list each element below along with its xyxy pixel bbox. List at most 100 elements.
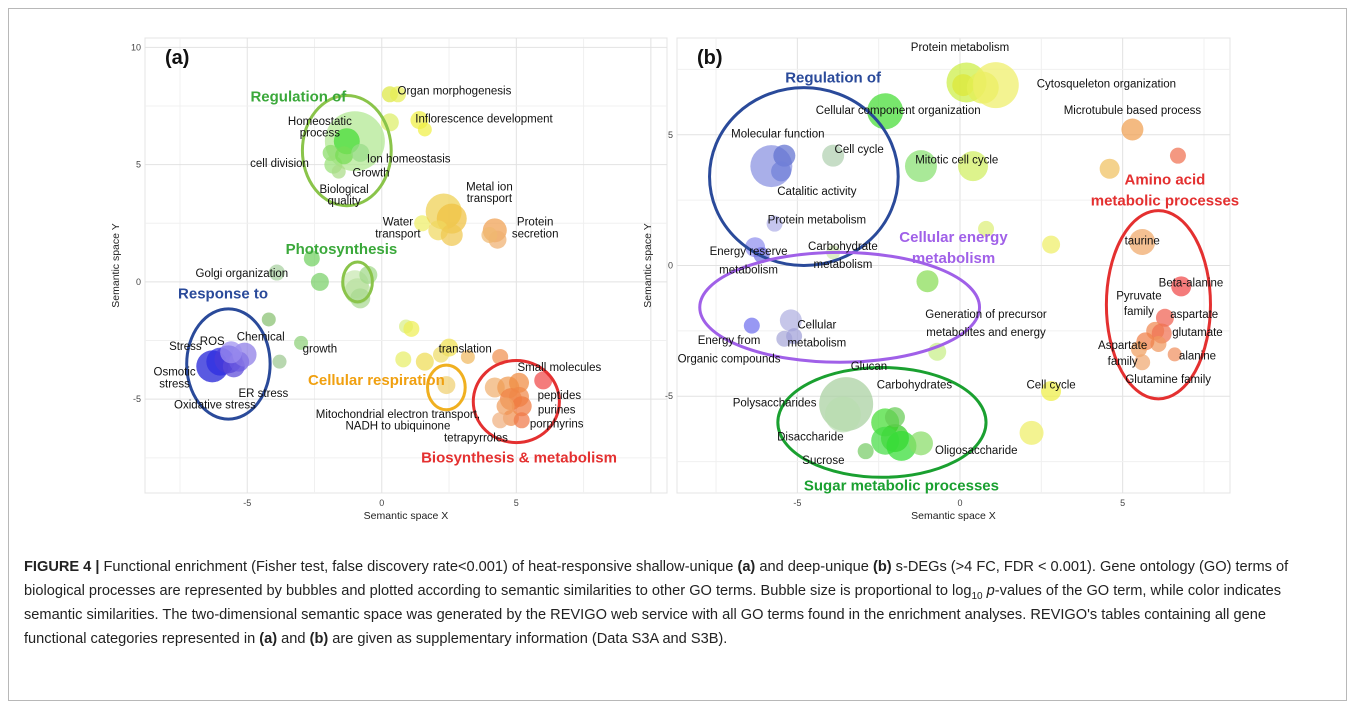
cluster-ellipse [341,260,374,304]
cluster-ellipse [185,307,272,421]
bubble [886,430,917,461]
caption-ref-a: (a) [259,631,278,647]
x-tick-label: -5 [243,498,251,508]
bubble [1121,118,1144,141]
bubble [916,270,939,293]
term-label: growth [303,343,338,355]
bubble [403,320,420,337]
cluster-annotation: Sugar metabolic processes [804,477,999,494]
bubble [779,309,802,332]
caption-ref-b: (b) [872,559,892,575]
panel-label: (b) [697,47,723,69]
bubble [773,144,796,167]
y-tick-label: -5 [133,394,141,404]
x-tick-label: 0 [957,498,962,508]
bubble [1167,347,1182,362]
caption-subscript: 10 [971,590,983,602]
cluster-ellipse [776,365,988,479]
bubble [1134,354,1151,371]
x-tick-label: 0 [379,498,384,508]
cluster-annotation: Regulation of [785,69,882,86]
bubble [1041,381,1062,402]
bubble [534,371,553,390]
cluster-annotation: Response to [178,285,268,302]
bubble [904,150,937,183]
term-label: ROS [200,336,225,348]
bubble [1099,158,1120,179]
caption-text: -values of the GO term, while color indi… [24,583,1282,647]
term-label: Organ morphogenesis [398,85,512,97]
bubble [351,143,370,162]
cluster-annotation: Cellular respiration [308,372,445,389]
term-label: secretion [512,228,559,240]
term-label: Small molecules [518,362,602,374]
term-label: Pyruvate [1116,290,1161,302]
bubble [1155,308,1174,327]
caption-italic-p: p [986,583,995,599]
y-tick-label: -5 [665,391,673,401]
term-label: Polysaccharides [733,398,817,410]
bubble [414,215,431,232]
x-tick-label: 5 [1120,498,1125,508]
term-label: Golgi organization [196,268,289,280]
bubble [417,122,432,137]
caption-text: Functional enrichment (Fisher test, fals… [99,559,738,575]
term-label: alanine [1179,351,1216,363]
term-label: metabolites and energy [926,327,1046,339]
bubble [1019,420,1044,445]
term-label: purines [538,404,576,416]
bubble [972,62,1019,109]
term-label: ER stress [238,388,288,400]
term-label: family [1108,356,1138,368]
panel-a-chart: -5 0 5 -5 0 5 10 Semantic space X Semantic space… [110,37,668,522]
caption-text: s-DEGs (>4 FC, FDR < 0.001). Gene ontolo… [24,559,1289,599]
term-label: Carbohydrate [808,241,878,253]
term-label: aspartate [1170,309,1218,321]
cluster-annotation: Amino acid [1125,171,1206,188]
term-label: Metal ion [466,181,513,193]
bubble [335,146,354,165]
term-label: Sucrose [802,455,844,467]
bubble [908,431,933,456]
bubble [1129,228,1156,255]
y-axis-title: Semantic space Y [110,223,122,307]
term-label: transport [467,193,513,205]
caption-text: and [277,631,310,647]
bubble [389,86,406,103]
bubble [460,349,475,364]
term-label: Biological [319,184,368,196]
term-label: Microtubule based process [1064,105,1202,117]
term-label: Glutamine family [1125,374,1211,386]
caption-figure-label: FIGURE 4 | [24,559,100,575]
term-label: Energy from [698,335,761,347]
term-label: Inflorescence development [415,113,553,125]
term-label: Oxidative stress [174,400,256,412]
bubble [978,220,995,237]
term-label: Disaccharide [777,432,843,444]
term-label: quality [327,196,360,208]
term-label: Cellular component organization [816,105,981,117]
term-label: Generation of precursor [925,309,1047,321]
term-label: glutamate [1172,327,1223,339]
term-label: translation [439,343,492,355]
y-tick-label: 5 [136,160,141,170]
term-label: metabolism [813,259,872,271]
bubble [857,443,874,460]
cluster-annotation: Regulation of [250,88,347,105]
bubble [511,396,532,417]
term-label: Cytosqueleton organization [1037,79,1176,91]
bubble [437,376,456,395]
term-label: Oligosaccharide [935,445,1017,457]
term-label: stress [159,378,190,390]
bubble [771,161,792,182]
term-label: Aspartate [1098,340,1147,352]
bubble [272,354,287,369]
y-axis-title: Semantic space Y [642,223,654,307]
cluster-annotation: Cellular energy [899,229,1008,246]
term-label: metabolism [719,264,778,276]
bubble [513,412,530,429]
bubble [440,224,463,247]
x-tick-label: -5 [793,498,801,508]
panel-label: (a) [165,47,189,69]
term-label: Molecular function [731,128,824,140]
